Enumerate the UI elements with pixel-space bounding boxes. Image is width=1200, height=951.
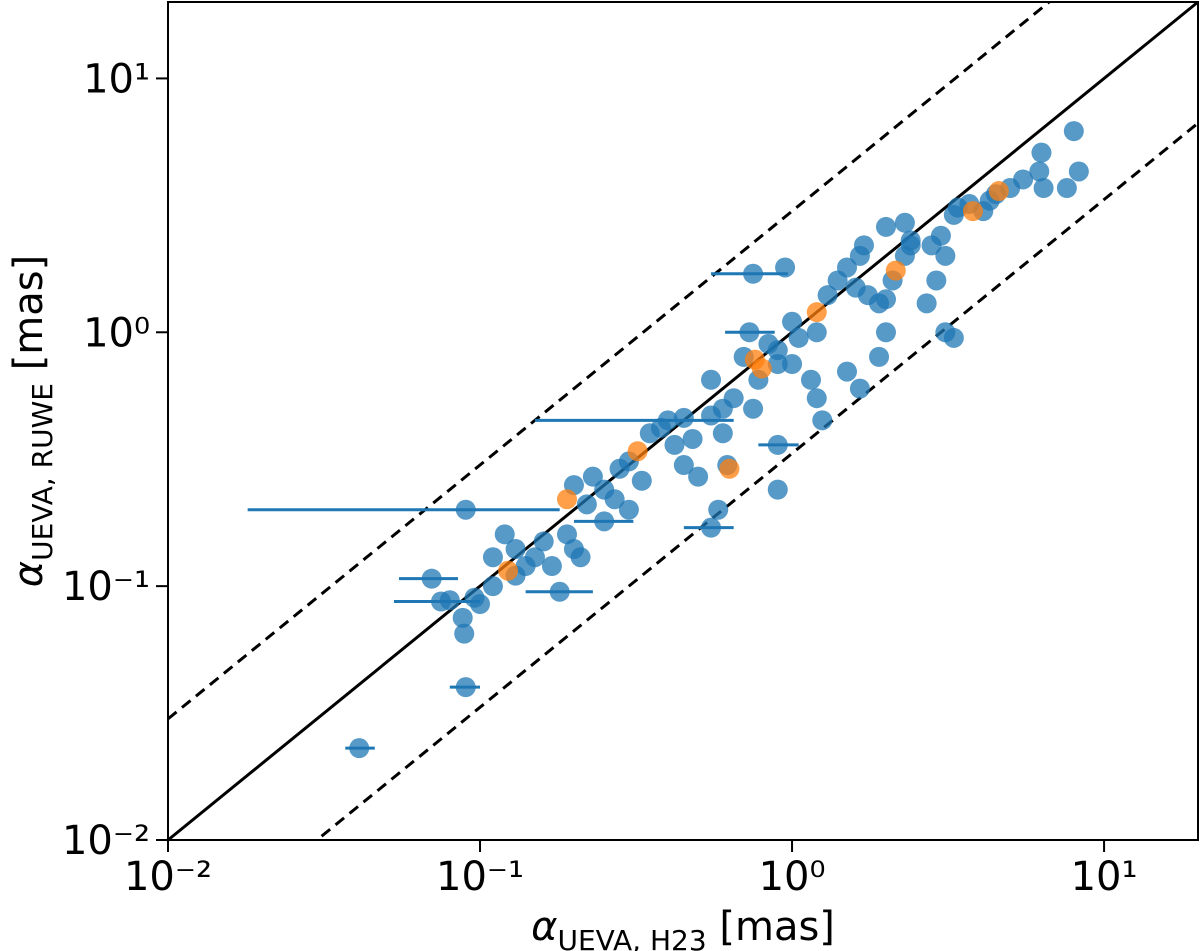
point	[812, 410, 833, 431]
point	[1031, 142, 1052, 163]
point	[806, 388, 827, 409]
point	[743, 398, 764, 419]
x-axis-label: αUEVA, H23 [mas]	[531, 904, 835, 951]
point	[673, 455, 694, 476]
reference-line	[314, 121, 1198, 840]
point	[1056, 178, 1077, 199]
point	[875, 216, 896, 237]
point	[657, 410, 678, 431]
point	[926, 270, 947, 291]
point	[1033, 178, 1054, 199]
point	[806, 302, 827, 323]
point	[570, 547, 591, 568]
point	[775, 257, 796, 278]
point	[1068, 161, 1089, 182]
point	[455, 499, 476, 520]
point	[743, 263, 764, 284]
point	[935, 245, 956, 266]
y-tick-label: 10⁰	[83, 310, 150, 356]
point	[767, 434, 788, 455]
y-tick-label: 10⁻²	[62, 818, 150, 864]
point	[701, 369, 722, 390]
point	[800, 369, 821, 390]
point	[875, 322, 896, 343]
point	[455, 677, 476, 698]
point	[549, 581, 570, 602]
point	[582, 466, 603, 487]
point	[664, 434, 685, 455]
x-tick-label: 10⁻²	[124, 854, 212, 900]
point	[454, 623, 475, 644]
point	[836, 257, 857, 278]
point	[708, 499, 729, 520]
point	[751, 358, 772, 379]
point	[627, 441, 648, 462]
point	[767, 340, 788, 361]
point	[836, 361, 857, 382]
point	[494, 524, 515, 545]
point	[688, 466, 709, 487]
point	[962, 201, 983, 222]
point	[739, 322, 760, 343]
point	[482, 576, 503, 597]
point	[421, 568, 442, 589]
point	[631, 470, 652, 491]
point	[439, 590, 460, 611]
y-tick-label: 10⁻¹	[62, 564, 150, 610]
point	[618, 499, 639, 520]
point	[682, 428, 703, 449]
point	[712, 423, 733, 444]
point	[1063, 121, 1084, 142]
point	[723, 388, 744, 409]
point	[869, 346, 890, 367]
point	[885, 260, 906, 281]
point	[498, 560, 519, 581]
point	[533, 531, 554, 552]
point	[349, 738, 370, 759]
point	[541, 556, 562, 577]
point	[464, 587, 485, 608]
point	[524, 547, 545, 568]
reference-line	[168, 2, 1052, 721]
point	[767, 353, 788, 374]
point	[849, 378, 870, 399]
point	[594, 511, 615, 532]
point	[452, 607, 473, 628]
point	[788, 327, 809, 348]
point	[853, 235, 874, 256]
point	[701, 517, 722, 538]
point	[806, 322, 827, 343]
y-axis-label: αUEVA, RUWE [mas]	[6, 255, 59, 587]
point	[482, 547, 503, 568]
point	[988, 181, 1009, 202]
point	[916, 293, 937, 314]
point	[817, 285, 838, 306]
x-tick-label: 10¹	[1071, 854, 1138, 900]
point	[673, 407, 694, 428]
point	[875, 289, 896, 310]
point	[576, 494, 597, 515]
point	[557, 489, 578, 510]
point	[767, 479, 788, 500]
point	[930, 225, 951, 246]
point	[894, 212, 915, 233]
point	[505, 539, 526, 560]
point	[782, 311, 803, 332]
point	[1013, 169, 1034, 190]
y-tick-label: 10¹	[83, 56, 150, 102]
x-tick-label: 10⁻¹	[436, 854, 524, 900]
point	[943, 327, 964, 348]
point	[1029, 161, 1050, 182]
plot-frame	[167, 1, 1199, 841]
point	[782, 353, 803, 374]
x-tick-label: 10⁰	[759, 854, 826, 900]
point	[900, 230, 921, 251]
point	[719, 458, 740, 479]
point	[604, 489, 625, 510]
